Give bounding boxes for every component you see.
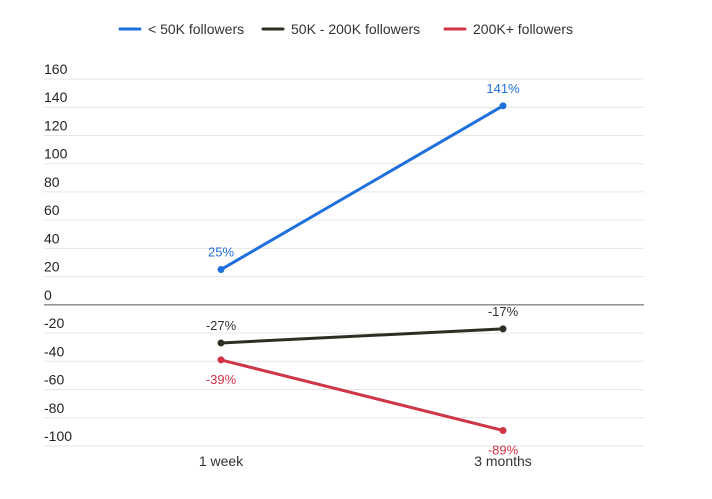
y-tick-label: -40	[44, 343, 64, 359]
data-point-200k-followers	[217, 356, 225, 364]
legend-label-50k-followers: < 50K followers	[148, 21, 244, 37]
y-tick-label: 160	[44, 61, 68, 77]
legend-label-50k-200k-followers: 50K - 200K followers	[291, 21, 420, 37]
y-axis: 160 140 120 100 80 60 40 20 0 -20 -40 -60 -80 -100	[44, 61, 72, 444]
data-point-50k-200k-followers	[217, 339, 225, 347]
data-label-50k-200k-followers: -27%	[206, 318, 237, 333]
y-tick-label: 40	[44, 230, 60, 246]
y-tick-label: 0	[44, 287, 52, 303]
legend-label-200k-followers: 200K+ followers	[473, 21, 573, 37]
data-label-50k-followers: 25%	[208, 245, 234, 260]
data-label-200k-followers: -39%	[206, 372, 237, 387]
series-line-200k-followers	[219, 358, 505, 432]
y-tick-label: -80	[44, 400, 64, 416]
y-tick-label: 80	[44, 174, 60, 190]
gridlines	[44, 78, 644, 447]
y-tick-label: 120	[44, 117, 68, 133]
x-axis: 1 week 3 months	[199, 453, 532, 469]
y-tick-label: -20	[44, 315, 64, 331]
y-tick-label: -60	[44, 372, 64, 388]
series-line-50k-followers	[219, 104, 505, 272]
x-tick-label: 3 months	[474, 453, 532, 469]
y-tick-label: 140	[44, 89, 68, 105]
legend: < 50K followers 50K - 200K followers 200K+…	[118, 21, 573, 37]
data-label-50k-200k-followers: -17%	[488, 304, 519, 319]
data-point-50k-followers	[499, 102, 507, 110]
data-label-200k-followers: -89%	[488, 442, 519, 457]
data-point-50k-followers	[217, 266, 225, 274]
data-point-50k-200k-followers	[499, 325, 507, 333]
data-point-200k-followers	[499, 426, 507, 434]
series-line-50k-200k-followers	[219, 327, 505, 345]
y-tick-label: 100	[44, 146, 68, 162]
x-tick-label: 1 week	[199, 453, 244, 469]
y-tick-label: -100	[44, 428, 72, 444]
series-layer	[217, 102, 507, 434]
data-labels: 25% 141% -27% -17% -39% -89%	[206, 81, 520, 458]
data-label-50k-followers: 141%	[486, 81, 520, 96]
y-tick-label: 20	[44, 259, 60, 275]
y-tick-label: 60	[44, 202, 60, 218]
